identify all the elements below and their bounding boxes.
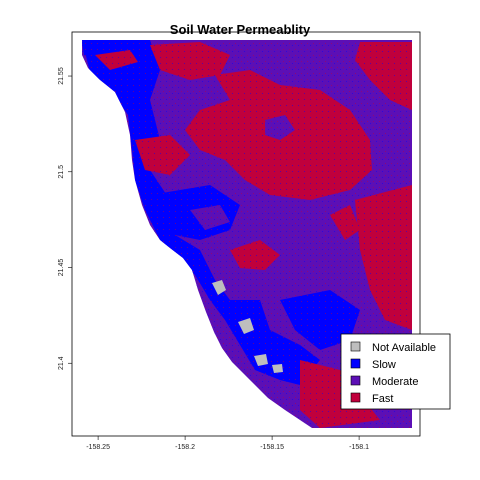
legend-swatch-2 [350,375,361,386]
map-title: Soil Water Permeablity [169,22,311,37]
not-available-zone-3 [254,354,268,366]
legend-swatch-1 [350,358,361,369]
x-tick-label-3: -158.1 [349,444,369,451]
not-available-zone-1 [212,280,226,295]
y-axis: 21.4 21.45 21.5 21.55 [58,67,72,370]
x-tick-label-2: -158.15 [260,444,284,451]
y-tick-label-1: 21.45 [58,259,65,277]
legend-label-3: Fast [372,393,393,405]
legend: Not Available Slow Moderate Fast [340,333,451,410]
y-tick-label-0: 21.4 [58,356,65,370]
x-tick-label-1: -158.2 [175,444,195,451]
legend-label-2: Moderate [372,376,418,388]
y-tick-label-3: 21.55 [58,67,65,85]
legend-swatch-0 [350,341,361,352]
not-available-zone-2 [238,318,254,334]
legend-label-1: Slow [372,359,396,371]
x-tick-label-0: -158.25 [86,444,110,451]
legend-swatch-3 [350,392,361,403]
x-axis: -158.25 -158.2 -158.15 -158.1 [86,436,369,451]
legend-label-0: Not Available [372,342,436,354]
y-tick-label-2: 21.5 [58,165,65,179]
not-available-zone-4 [272,364,283,373]
map-frame [71,31,421,437]
